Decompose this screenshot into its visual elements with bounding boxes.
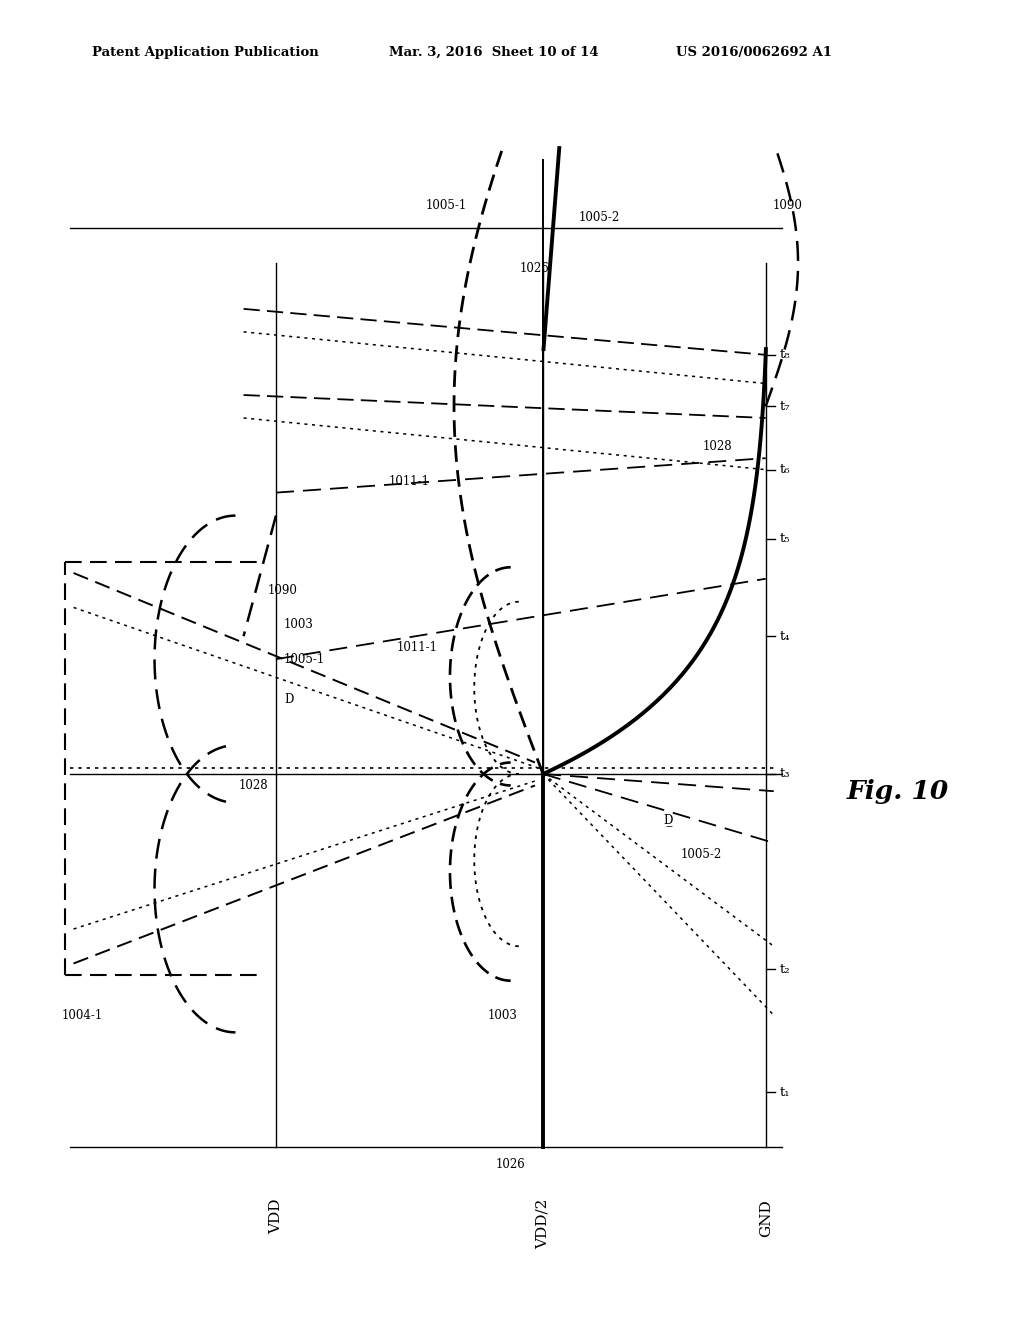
Text: Mar. 3, 2016  Sheet 10 of 14: Mar. 3, 2016 Sheet 10 of 14 — [389, 46, 599, 59]
Text: t₁: t₁ — [779, 1085, 790, 1098]
Text: t₂: t₂ — [779, 962, 791, 975]
Text: 1028: 1028 — [239, 779, 268, 792]
Text: 1005-2: 1005-2 — [580, 210, 621, 223]
Text: 1011-1: 1011-1 — [389, 475, 430, 487]
Text: VDD: VDD — [269, 1199, 283, 1234]
Text: t₄: t₄ — [779, 630, 790, 643]
Text: 1090: 1090 — [772, 199, 802, 213]
Text: 1026: 1026 — [520, 263, 550, 275]
Text: 1005-2: 1005-2 — [680, 847, 722, 861]
Text: t₆: t₆ — [779, 463, 790, 477]
Text: 1005-1: 1005-1 — [284, 652, 326, 665]
Text: t₈: t₈ — [779, 348, 791, 362]
Text: 1005-1: 1005-1 — [425, 199, 467, 213]
Text: t₇: t₇ — [779, 400, 791, 413]
Text: D: D — [284, 693, 294, 706]
Text: t₅: t₅ — [779, 532, 790, 545]
Text: 1028: 1028 — [702, 440, 732, 453]
Text: GND: GND — [759, 1199, 773, 1237]
Text: 1003: 1003 — [487, 1008, 517, 1022]
Text: VDD/2: VDD/2 — [536, 1199, 550, 1249]
Text: US 2016/0062692 A1: US 2016/0062692 A1 — [676, 46, 831, 59]
Text: Patent Application Publication: Patent Application Publication — [92, 46, 318, 59]
Text: 1004-1: 1004-1 — [61, 1010, 102, 1023]
Text: 1011-1: 1011-1 — [397, 642, 438, 655]
Text: D̲: D̲ — [664, 813, 673, 826]
Text: 1090: 1090 — [268, 583, 298, 597]
Text: 1026: 1026 — [496, 1158, 525, 1171]
Text: Fig. 10: Fig. 10 — [847, 779, 949, 804]
Text: 1003: 1003 — [284, 618, 314, 631]
Text: t₃: t₃ — [779, 767, 790, 780]
